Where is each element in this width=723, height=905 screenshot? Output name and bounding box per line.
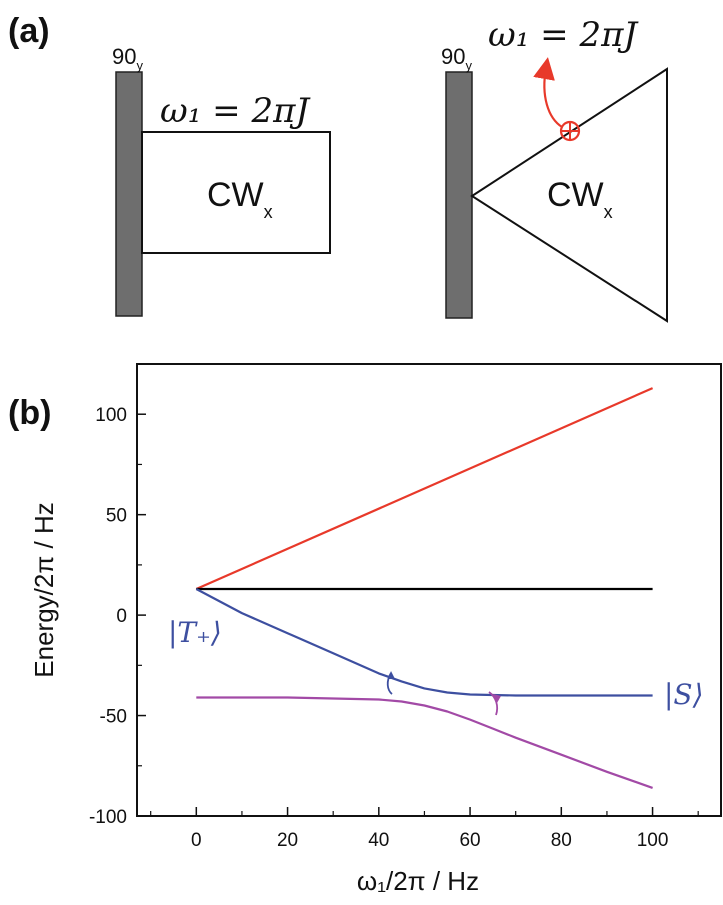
series-line-red xyxy=(195,387,654,591)
singlet-state-label: |S⟩ xyxy=(664,678,704,711)
plot-frame xyxy=(136,363,722,817)
x-tick-label: 60 xyxy=(459,830,480,851)
y-axis-title: Energy/2π / Hz xyxy=(29,502,59,677)
y-tick-label: 50 xyxy=(106,506,127,527)
x-tick-label: 40 xyxy=(368,830,389,851)
cw-label-left: CWx xyxy=(207,176,273,222)
magenta-curved-arrow-icon xyxy=(488,691,499,716)
axis-ticks: 0 20 40 60 80 100 100 50 0 -50 -100 xyxy=(89,363,699,851)
x-axis-title: ω₁/2π / Hz xyxy=(357,866,479,896)
cw-label-right: CWx xyxy=(547,176,613,222)
pulse-90y-left xyxy=(115,71,143,317)
y-tick-label: 0 xyxy=(116,606,127,627)
y-tick-label: -100 xyxy=(89,807,127,828)
arrow-icon xyxy=(533,57,563,128)
y-tick-label: -50 xyxy=(100,707,127,728)
cw-block-left xyxy=(141,131,331,254)
series-line-blue xyxy=(195,588,653,697)
tplus-state-label: |T₊⟩ xyxy=(168,616,222,649)
blue-arrowhead-icon xyxy=(388,671,395,679)
x-tick-label: 20 xyxy=(277,830,298,851)
field-label-left: ω₁ = 2πJ xyxy=(160,91,311,131)
pulse-label-right: 90y xyxy=(441,44,472,73)
x-tick-label: 80 xyxy=(551,830,572,851)
panel-a-label: (a) xyxy=(8,12,50,50)
pulse-sequence-right: 90y ω₁ = 2πJ CWx xyxy=(441,15,668,323)
magenta-arrowhead-icon xyxy=(493,694,501,703)
y-tick-label: 100 xyxy=(95,405,127,426)
energy-chart: 0 20 40 60 80 100 100 50 0 -50 -100 Energy/2π / Hz… xyxy=(29,363,722,896)
pulse-label-left: 90y xyxy=(112,44,143,73)
series-line-magenta xyxy=(196,696,653,789)
pulse-90y-right xyxy=(445,71,473,319)
field-label-right: ω₁ = 2πJ xyxy=(488,15,639,55)
x-tick-label: 100 xyxy=(637,830,669,851)
pulse-sequence-left: 90y ω₁ = 2πJ CWx xyxy=(112,44,331,317)
panel-b-label: (b) xyxy=(8,394,51,432)
x-tick-label: 0 xyxy=(191,830,202,851)
chart-series xyxy=(195,387,654,789)
